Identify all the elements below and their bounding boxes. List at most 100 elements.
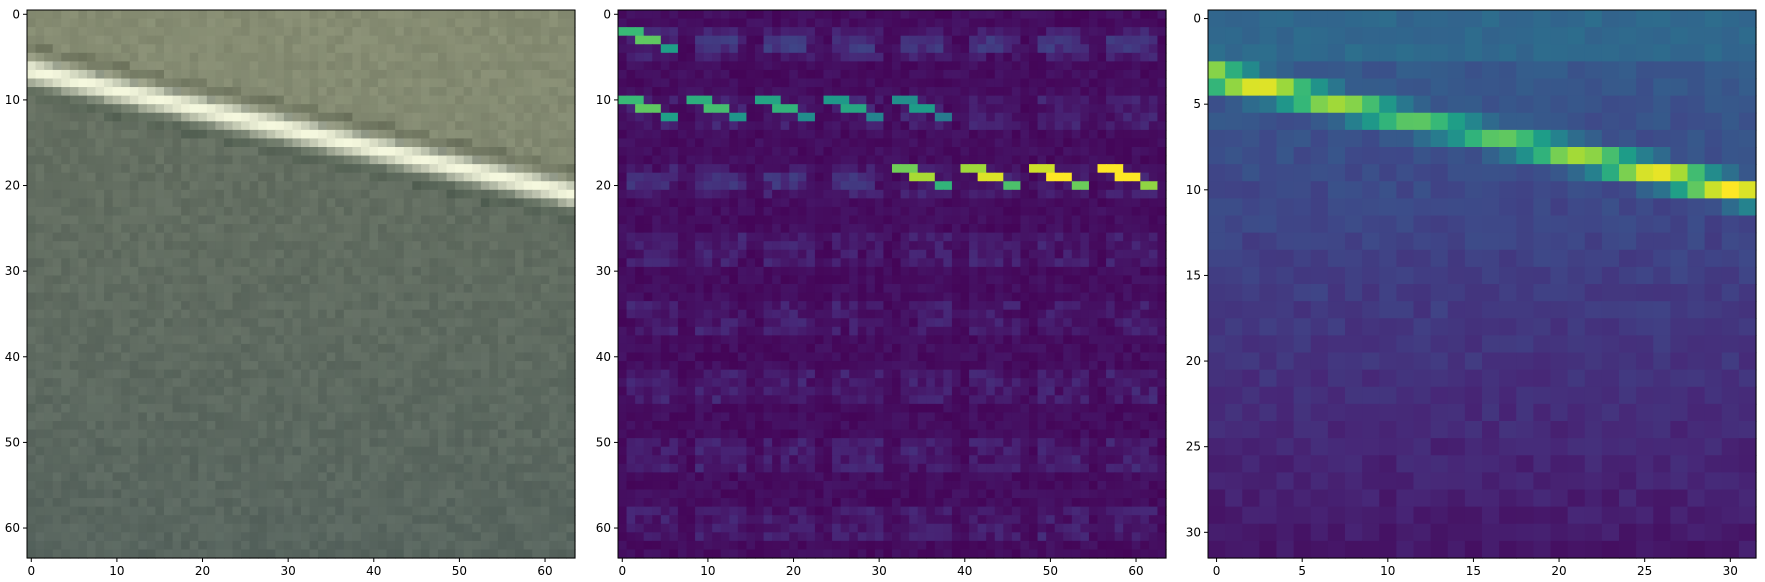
rgb-cell	[335, 446, 345, 456]
rgb-cell	[335, 104, 345, 114]
grid-cell	[729, 87, 739, 97]
grid-cell	[703, 44, 713, 54]
rgb-cell	[515, 284, 525, 294]
rgb-cell	[232, 549, 242, 559]
rgb-cell	[155, 292, 165, 302]
rgb-cell	[215, 112, 225, 122]
rgb-cell	[283, 326, 294, 336]
rgb-cell	[155, 224, 165, 234]
grid-cell	[943, 18, 953, 28]
rgb-cell	[69, 155, 79, 165]
grid-cell	[763, 121, 773, 131]
rgb-cell	[369, 249, 379, 259]
rgb-cell	[386, 18, 396, 28]
rgb-cell	[318, 463, 328, 473]
grid-cell	[806, 44, 816, 54]
rgb-cell	[206, 523, 216, 533]
rgb-cell	[78, 292, 88, 302]
grid-cell	[934, 112, 944, 122]
grid-cell	[1071, 10, 1081, 20]
rgb-cell	[121, 147, 131, 157]
rgb-cell	[223, 206, 234, 217]
rgb-cell	[403, 224, 413, 234]
rgb-cell	[386, 421, 396, 431]
rgb-cell	[104, 44, 114, 54]
rgb-cell	[301, 258, 311, 268]
rgb-cell	[455, 326, 465, 336]
grid-cell	[994, 61, 1004, 71]
rgb-cell	[78, 412, 88, 422]
rgb-cell	[403, 18, 413, 28]
rgb-cell	[369, 515, 379, 525]
rgb-cell	[301, 275, 311, 285]
rgb-cell	[369, 540, 379, 551]
grid-cell	[814, 35, 825, 45]
rgb-cell	[112, 87, 122, 97]
grid-cell	[1003, 78, 1013, 88]
grid-cell	[1157, 104, 1167, 114]
rgb-cell	[52, 172, 62, 182]
rgb-cell	[155, 489, 165, 499]
rgb-cell	[52, 78, 62, 88]
grid-cell	[712, 44, 722, 54]
rgb-cell	[155, 35, 165, 45]
rgb-cell	[369, 429, 379, 439]
rgb-cell	[369, 52, 379, 62]
rgb-cell	[455, 189, 465, 199]
rgb-cell	[301, 215, 311, 225]
rgb-cell	[27, 215, 37, 225]
rgb-cell	[86, 27, 97, 37]
rgb-cell	[78, 172, 88, 182]
rgb-cell	[438, 206, 448, 217]
rgb-cell	[35, 378, 45, 388]
rgb-cell	[532, 446, 542, 456]
rgb-cell	[386, 489, 396, 499]
rgb-cell	[480, 181, 490, 191]
rgb-cell	[301, 61, 311, 71]
rgb-cell	[420, 232, 431, 242]
rgb-cell	[480, 540, 490, 551]
grid-cell	[1157, 52, 1167, 62]
rgb-cell	[232, 378, 242, 388]
rgb-cell	[326, 172, 336, 182]
rgb-cell	[532, 147, 542, 157]
rgb-cell	[326, 403, 336, 414]
rgb-cell	[515, 215, 525, 225]
rgb-cell	[472, 95, 482, 105]
rgb-cell	[206, 335, 216, 345]
grid-cell	[626, 44, 636, 54]
rgb-cell	[540, 352, 550, 362]
rgb-cell	[438, 10, 448, 20]
rgb-cell	[326, 378, 336, 388]
grid-cell	[686, 44, 696, 54]
grid-cell	[729, 44, 739, 54]
grid-cell	[1054, 112, 1064, 122]
grid-cell	[1106, 18, 1116, 28]
rgb-cell	[455, 489, 465, 499]
rgb-cell	[472, 181, 482, 191]
rgb-cell	[232, 198, 242, 208]
rgb-cell	[515, 172, 525, 182]
rgb-cell	[472, 292, 482, 302]
rgb-cell	[360, 455, 371, 465]
grid-cell	[1106, 27, 1116, 37]
grid-cell	[814, 87, 825, 97]
rgb-cell	[549, 455, 559, 465]
grid-cell	[763, 78, 773, 88]
rgb-cell	[412, 412, 422, 422]
rgb-cell	[44, 275, 54, 285]
rgb-cell	[420, 369, 431, 379]
rgb-cell	[455, 198, 465, 208]
rgb-cell	[480, 112, 490, 122]
rgb-cell	[420, 266, 431, 277]
rgb-cell	[549, 87, 559, 97]
rgb-cell	[335, 172, 345, 182]
rgb-cell	[395, 523, 405, 533]
grid-cell	[660, 10, 670, 20]
rgb-cell	[360, 549, 371, 559]
grid-cell	[1071, 112, 1081, 122]
rgb-cell	[27, 421, 37, 431]
rgb-cell	[121, 515, 131, 525]
rgb-cell	[249, 155, 259, 165]
rgb-cell	[497, 258, 508, 268]
